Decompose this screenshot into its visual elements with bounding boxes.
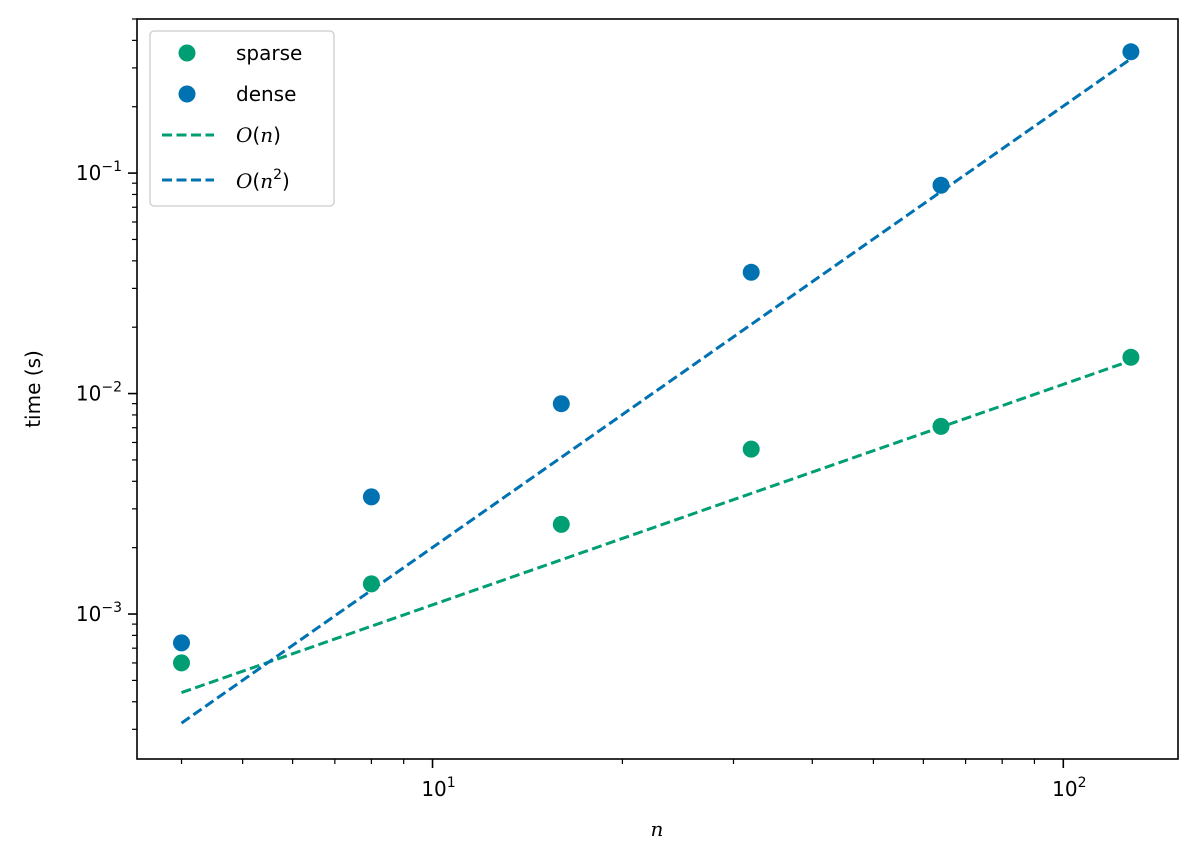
y-tick-label: 10−3 [76, 600, 122, 626]
legend-label-quadratic: O(n2) [236, 167, 290, 193]
x-axis-label: n [651, 817, 664, 841]
point-dense-8 [362, 488, 380, 506]
point-dense-32 [742, 263, 760, 281]
data-points [173, 43, 1140, 672]
x-tick-label: 102 [1052, 775, 1086, 801]
x-axis-ticks: 101 102 [180, 759, 1086, 801]
point-sparse-32 [742, 440, 760, 458]
y-axis-label: time (s) [21, 350, 45, 428]
point-dense-16 [552, 395, 570, 413]
legend-label-dense: dense [236, 82, 296, 106]
legend-label-sparse: sparse [236, 41, 302, 65]
legend-marker-sparse [178, 44, 196, 62]
point-sparse-4 [173, 654, 190, 672]
fit-line-quadratic [180, 57, 1132, 725]
point-sparse-8 [362, 575, 380, 593]
legend: sparse dense O(n) O(n2) [149, 30, 335, 207]
legend-box [149, 30, 335, 207]
plot-frame [136, 18, 1179, 760]
legend-marker-dense [178, 85, 196, 103]
point-dense-64 [932, 176, 950, 194]
y-tick-label: 10−2 [76, 380, 122, 406]
point-sparse-64 [932, 417, 950, 435]
point-sparse-128 [1122, 348, 1140, 366]
y-tick-label: 10−1 [76, 159, 122, 185]
y-axis-ticks: 10−3 10−2 10−1 [76, 18, 137, 730]
legend-label-linear: O(n) [236, 123, 281, 147]
point-sparse-16 [552, 515, 570, 533]
fit-line-linear [181, 359, 1132, 695]
x-tick-label: 101 [421, 775, 455, 801]
point-dense-128 [1122, 43, 1140, 61]
point-dense-4 [173, 634, 190, 652]
fit-lines [180, 57, 1132, 725]
